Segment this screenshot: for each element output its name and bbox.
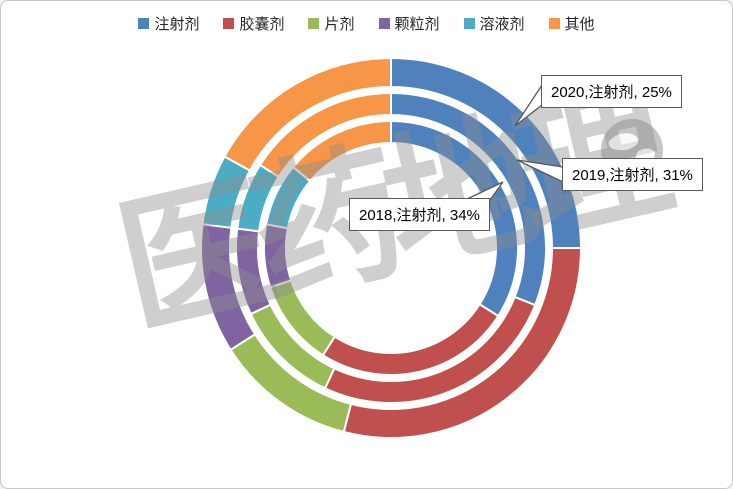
ring-2020-segment-5 xyxy=(223,56,392,172)
legend-item-1: 胶囊剂 xyxy=(223,13,284,34)
legend-item-5: 其他 xyxy=(548,13,595,34)
callout-2020: 2020,注射剂, 25% xyxy=(541,75,682,108)
legend-item-4: 溶液剂 xyxy=(463,13,525,34)
legend-label: 溶液剂 xyxy=(479,16,525,33)
chart-legend: 注射剂 胶囊剂 片剂 颗粒剂 溶液剂 其他 xyxy=(1,13,732,34)
legend-label: 注射剂 xyxy=(154,16,200,33)
legend-swatch-icon xyxy=(548,18,560,29)
legend-swatch-icon xyxy=(463,18,475,29)
legend-swatch-icon xyxy=(223,18,235,29)
legend-swatch-icon xyxy=(378,18,390,29)
callout-2019: 2019,注射剂, 31% xyxy=(562,158,703,191)
legend-label: 颗粒剂 xyxy=(394,16,440,33)
legend-item-2: 片剂 xyxy=(308,13,355,34)
ring-2018-segment-5 xyxy=(291,119,392,183)
legend-item-3: 颗粒剂 xyxy=(378,13,440,34)
callout-2018-text: 2018,注射剂, 34% xyxy=(359,207,480,224)
callout-2019-text: 2019,注射剂, 31% xyxy=(572,167,693,184)
legend-label: 片剂 xyxy=(324,16,355,33)
legend-label: 其他 xyxy=(564,16,595,33)
callout-2018: 2018,注射剂, 34% xyxy=(349,198,490,231)
legend-item-0: 注射剂 xyxy=(138,13,199,34)
ring-2018-segment-3 xyxy=(263,223,293,289)
callout-2020-text: 2020,注射剂, 25% xyxy=(551,84,672,101)
legend-swatch-icon xyxy=(308,18,320,29)
ring-2019-segment-5 xyxy=(258,91,392,179)
legend-label: 胶囊剂 xyxy=(239,16,285,33)
legend-swatch-icon xyxy=(138,18,150,29)
